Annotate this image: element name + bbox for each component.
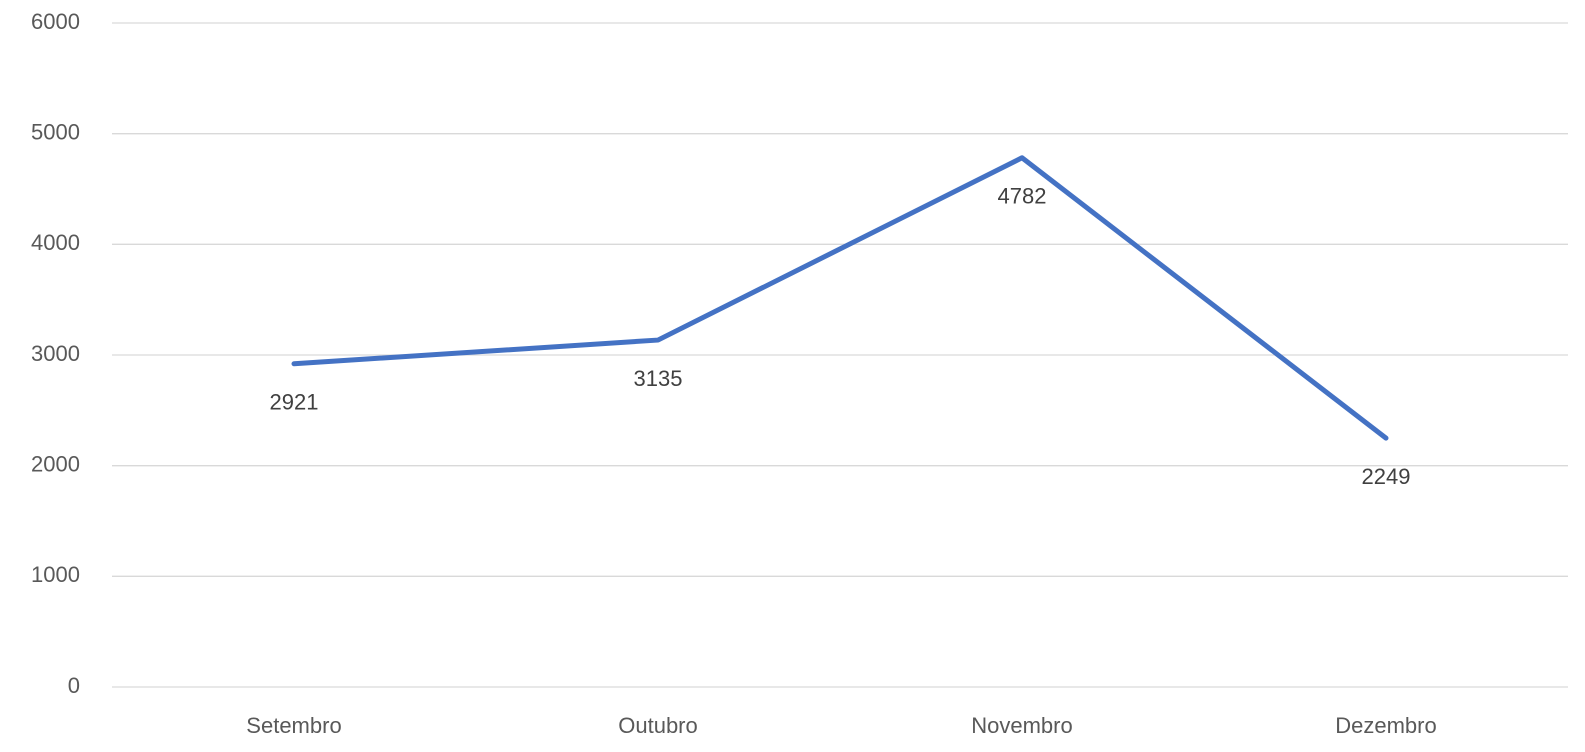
y-tick-label: 1000 [31,562,80,587]
data-label: 3135 [634,366,683,391]
y-tick-label: 3000 [31,341,80,366]
data-label: 2249 [1362,464,1411,489]
x-tick-label: Novembro [971,713,1072,738]
y-tick-label: 0 [68,673,80,698]
line [291,155,1389,441]
x-tick-label: Dezembro [1335,713,1436,738]
data-label: 2921 [270,390,319,415]
y-tick-label: 2000 [31,451,80,476]
data-label: 4782 [998,184,1047,209]
y-tick-label: 4000 [31,230,80,255]
x-tick-label: Outubro [618,713,698,738]
y-tick-label: 6000 [31,9,80,34]
x-tick-label: Setembro [246,713,341,738]
y-tick-label: 5000 [31,119,80,144]
